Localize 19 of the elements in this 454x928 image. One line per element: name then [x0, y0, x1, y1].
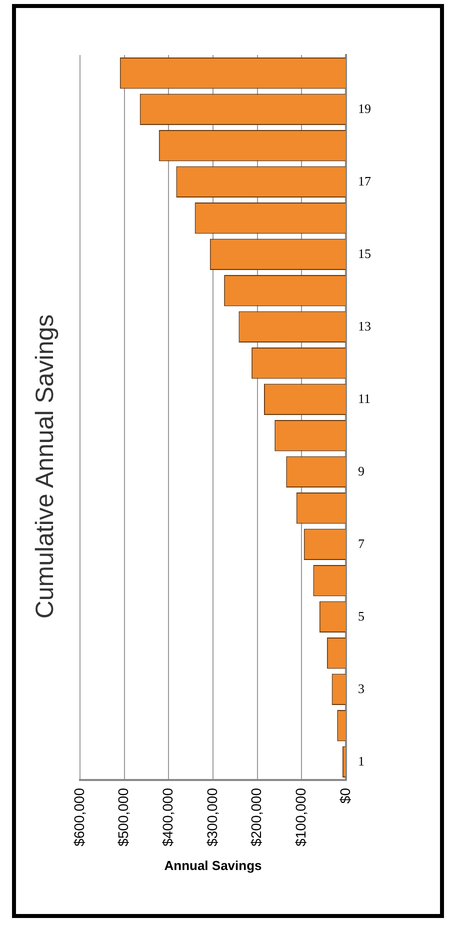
x-tick-label: $600,000: [70, 788, 87, 846]
y-tick-label: 15: [358, 246, 371, 261]
y-tick-label: 3: [358, 680, 364, 696]
x-tick-label: $100,000: [292, 788, 309, 846]
y-tick-label: 17: [358, 173, 372, 188]
y-tick-label: 19: [358, 100, 371, 116]
y-tick-label: 5: [358, 608, 364, 624]
x-axis-title: Annual Savings: [164, 858, 262, 873]
y-tick-label: 9: [358, 463, 364, 478]
x-tick-label: $500,000: [115, 788, 132, 846]
x-tick-label: $200,000: [248, 788, 264, 846]
text: Cumulative Annual Savings: [30, 314, 59, 619]
y-tick-label: 7: [358, 536, 365, 551]
y-tick-label: 1: [358, 753, 364, 768]
x-tick-label: $0: [336, 788, 353, 804]
y-tick-label: 11: [358, 390, 371, 406]
x-tick-label: $300,000: [204, 788, 220, 846]
x-tick-label: $400,000: [160, 788, 176, 846]
y-tick-label: 13: [358, 318, 371, 334]
